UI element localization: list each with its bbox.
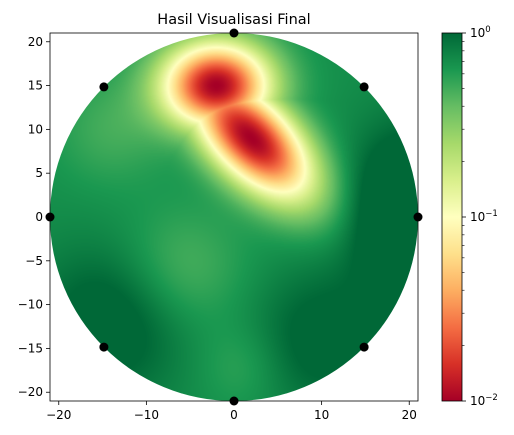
chart-title: Hasil Visualisasi Final	[157, 12, 310, 28]
y-axis: −20 −15 −10 −5 0 5 10 15 20	[18, 35, 50, 399]
marker-point-5	[99, 342, 109, 352]
markers-layer	[45, 28, 423, 406]
y-tick-label: −5	[25, 254, 43, 268]
colorbar-tick-label: 100	[470, 25, 491, 40]
x-tick-label: 10	[314, 408, 329, 422]
colorbar-axis: 100 10−1 10−2	[462, 25, 498, 408]
colorbar-tick-label: 10−1	[470, 209, 498, 224]
y-tick-label: 0	[35, 210, 43, 224]
colorbar	[441, 32, 463, 402]
y-tick-label: −20	[18, 385, 43, 399]
colorbar-tick-label: 10−2	[470, 393, 498, 408]
x-tick-label: 0	[230, 408, 238, 422]
x-tick-label: 20	[402, 408, 417, 422]
marker-point-7	[99, 82, 109, 92]
marker-point-1	[359, 82, 369, 92]
y-tick-label: −10	[18, 298, 43, 312]
y-tick-label: 5	[35, 166, 43, 180]
x-tick-label: −10	[134, 408, 159, 422]
y-tick-label: 20	[28, 35, 43, 49]
marker-point-3	[359, 342, 369, 352]
y-tick-label: 15	[28, 79, 43, 93]
y-tick-label: −15	[18, 341, 43, 355]
x-axis: −20 −10 0 10 20	[46, 401, 417, 422]
y-tick-label: 10	[28, 122, 43, 136]
x-tick-label: −20	[46, 408, 71, 422]
heatmap-field	[50, 33, 418, 401]
